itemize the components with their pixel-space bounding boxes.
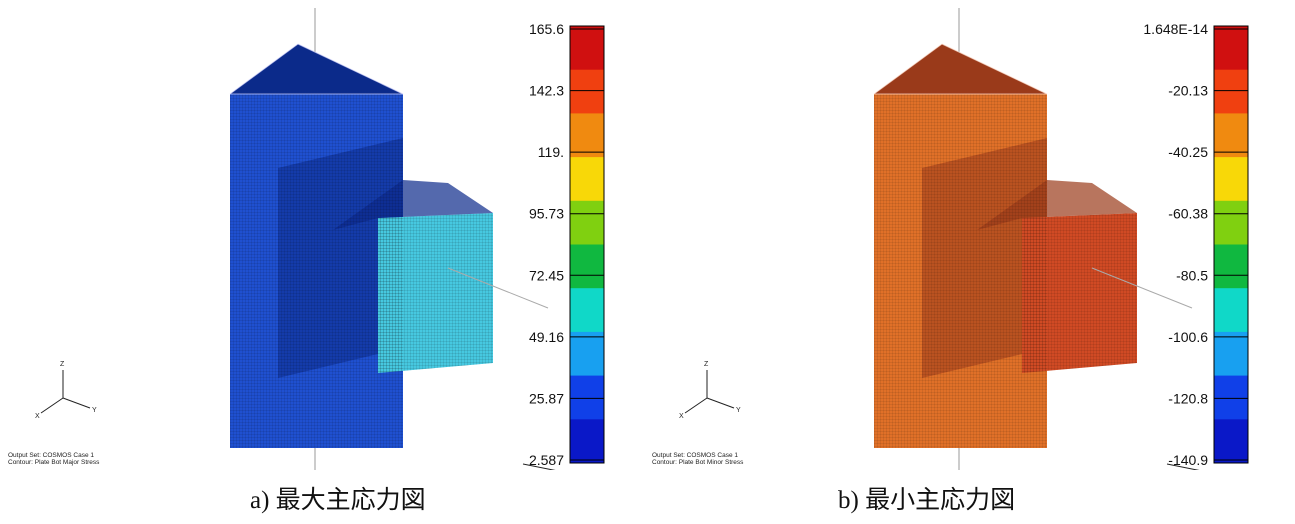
figure-caption-a: a) 最大主応力図: [250, 487, 426, 514]
legend-color-block: [1214, 244, 1248, 289]
legend-color-block: [570, 113, 604, 158]
axis-label-y: Y: [92, 407, 97, 414]
legend-color-block: [570, 244, 604, 289]
status-contour: Contour: Plate Bot Major Stress: [8, 459, 100, 466]
legend-value-label: -80.5: [1176, 267, 1208, 283]
legend-value-label: -40.25: [1168, 144, 1208, 160]
axis-label-x: X: [35, 413, 40, 420]
legend-color-block: [1214, 69, 1248, 114]
legend-color-block: [1214, 26, 1248, 71]
legend-value-label: 72.45: [529, 267, 564, 283]
column-top-face: [230, 44, 403, 94]
legend-color-block: [570, 419, 604, 464]
legend-color-block: [1214, 157, 1248, 202]
legend-frame: [569, 25, 605, 464]
mesh-overlay: [874, 94, 1047, 448]
legend-value-label: -100.6: [1168, 329, 1208, 345]
branch-mesh-overlay: [1022, 213, 1137, 373]
model-viewport: 165.6142.3119.95.7372.4549.1625.872.587 …: [35, 8, 605, 470]
fe-model-shape: [229, 43, 549, 448]
legend-color-block: [1214, 200, 1248, 245]
legend-value-label: -20.13: [1168, 83, 1208, 99]
branch-mesh-overlay: [378, 213, 493, 373]
status-text: Output Set: COSMOS Case 1 Contour: Plate…: [652, 452, 743, 466]
axis-triad: Z Y X: [35, 361, 97, 420]
axis-label-x: X: [679, 413, 684, 420]
axis-label-y: Y: [736, 407, 741, 414]
status-contour: Contour: Plate Bot Minor Stress: [652, 459, 744, 466]
legend-color-block: [1214, 288, 1248, 333]
legend-color-block: [570, 26, 604, 71]
legend-value-label: -140.9: [1168, 452, 1208, 468]
axis-label-z: Z: [60, 361, 65, 368]
legend-value-label: 95.73: [529, 206, 564, 222]
legend-color-block: [570, 157, 604, 202]
legend-value-label: -120.8: [1168, 390, 1208, 406]
legend-color-block: [1214, 331, 1248, 377]
legend-color-block: [570, 69, 604, 114]
column-top-face: [874, 44, 1047, 94]
axis-label-z: Z: [704, 361, 709, 368]
model-viewport: 1.648E-14 -20.13 -40.25 -60.38 -80.5 -100.6 -1…: [679, 8, 1249, 470]
legend-color-block: [570, 331, 604, 377]
legend-value-label: 119.: [538, 144, 564, 160]
figure-caption-b: b) 最小主応力図: [838, 487, 1016, 514]
legend-color-block: [1214, 113, 1248, 158]
legend-color-block: [1214, 375, 1248, 420]
legend-value-label: 1.648E-14: [1143, 21, 1208, 37]
legend-color-block: [570, 375, 604, 420]
status-output-set: Output Set: COSMOS Case 1: [8, 452, 94, 459]
mesh-overlay: [230, 94, 403, 448]
legend-colorbar: 165.6 142.3 119. 95.73 72.45 49.16 25.87 2.587: [529, 21, 605, 468]
axis-triad: Z Y X: [679, 361, 741, 420]
stress-plot-panel-a: 165.6 142.3 119. 95.73 72.45 49.16 25.87 2.587 …: [8, 8, 628, 470]
fe-model-shape: [873, 43, 1193, 448]
status-text: Output Set: COSMOS Case 1 Contour: Plate…: [8, 452, 99, 466]
legend-colorbar: 1.648E-14 -20.13 -40.25 -60.38 -80.5 -100.6 -1…: [1143, 21, 1249, 468]
legend-value-label: -60.38: [1168, 206, 1208, 222]
legend-color-block: [570, 288, 604, 333]
status-output-set: Output Set: COSMOS Case 1: [652, 452, 738, 459]
legend-value-label: 142.3: [529, 83, 564, 99]
legend-value-label: 49.16: [529, 329, 564, 345]
stress-plot-panel-b: 1.648E-14 -20.13 -40.25 -60.38 -80.5 -100.6 -1…: [652, 8, 1272, 470]
legend-color-block: [570, 200, 604, 245]
legend-value-label: 2.587: [529, 452, 564, 468]
legend-value-label: 25.87: [529, 390, 564, 406]
legend-value-label: 165.6: [529, 21, 564, 37]
legend-frame: [1213, 25, 1249, 464]
legend-color-block: [1214, 419, 1248, 464]
